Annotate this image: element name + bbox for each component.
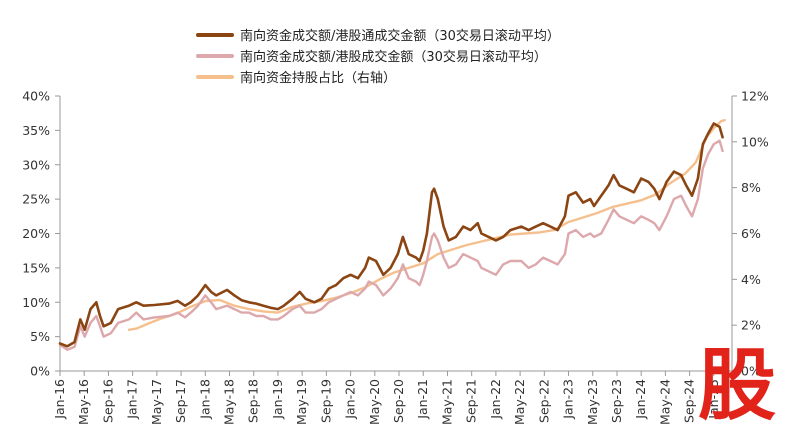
legend-label-series-3: 南向资金持股占比（右轴） bbox=[240, 71, 397, 86]
x-tick-label: May-20 bbox=[367, 379, 382, 425]
x-tick-label: Jan-16 bbox=[52, 379, 67, 420]
left-tick-label: 0% bbox=[30, 364, 50, 379]
legend-swatch-series-1 bbox=[196, 32, 234, 37]
right-tick-label: 8% bbox=[741, 180, 761, 195]
x-tick-label: Sep-17 bbox=[173, 379, 188, 423]
x-tick-label: Jan-21 bbox=[415, 379, 430, 420]
left-tick-label: 30% bbox=[22, 157, 50, 172]
x-tick-label: Jan-23 bbox=[561, 379, 576, 420]
legend-item-series-1: 南向资金成交额/港股通成交金额（30交易日滚动平均） bbox=[196, 24, 560, 45]
legend-swatch-series-2 bbox=[196, 53, 234, 58]
x-tick-label: Sep-22 bbox=[536, 379, 551, 423]
chart-axes bbox=[59, 96, 733, 372]
x-tick-label: May-22 bbox=[512, 379, 527, 425]
series-line-1 bbox=[58, 122, 724, 348]
x-tick-label: Sep-20 bbox=[391, 379, 406, 423]
chart-legend: 南向资金成交额/港股通成交金额（30交易日滚动平均） 南向资金成交额/港股成交金… bbox=[196, 24, 560, 87]
x-tick-label: Jan-24 bbox=[633, 379, 648, 420]
x-tick-label: May-18 bbox=[222, 379, 237, 425]
right-axis-ticks: 0% 2% 4% 6% 8% 10% 12% bbox=[732, 89, 769, 379]
x-tick-label: Sep-16 bbox=[100, 379, 115, 423]
left-tick-label: 25% bbox=[22, 192, 50, 207]
series-line-2 bbox=[58, 139, 724, 351]
legend-item-series-2: 南向资金成交额/港股成交金额（30交易日滚动平均） bbox=[196, 45, 560, 66]
x-tick-label: Sep-23 bbox=[609, 379, 624, 423]
left-tick-label: 20% bbox=[22, 226, 50, 241]
right-tick-label: 12% bbox=[741, 89, 769, 104]
legend-label-series-1: 南向资金成交额/港股通成交金额（30交易日滚动平均） bbox=[240, 29, 560, 44]
chart-series bbox=[58, 118, 726, 351]
x-tick-label: May-16 bbox=[76, 379, 91, 425]
left-axis-ticks: 0% 5% 10% 15% 20% 25% 30% 35% 40% bbox=[22, 89, 60, 379]
left-tick-label: 10% bbox=[22, 295, 50, 310]
x-tick-label: Jan-19 bbox=[270, 379, 285, 420]
x-axis-ticks: Jan-16 May-16 Sep-16 Jan-17 May-17 Sep-17 Jan-… bbox=[52, 371, 721, 425]
brand-watermark: 股 bbox=[697, 341, 776, 431]
x-tick-label: Jan-20 bbox=[343, 379, 358, 420]
right-tick-label: 0% bbox=[741, 364, 761, 379]
x-tick-label: Jan-22 bbox=[488, 379, 503, 420]
right-tick-label: 10% bbox=[741, 134, 769, 149]
right-tick-label: 4% bbox=[741, 272, 761, 287]
right-tick-label: 6% bbox=[741, 226, 761, 241]
series-line-3 bbox=[127, 118, 726, 331]
legend-swatch-series-3 bbox=[196, 74, 234, 79]
legend-label-series-2: 南向资金成交额/港股成交金额（30交易日滚动平均） bbox=[240, 50, 547, 65]
x-tick-label: Sep-24 bbox=[682, 379, 697, 423]
right-tick-label: 2% bbox=[741, 318, 761, 333]
x-tick-label: Jan-25 bbox=[706, 379, 721, 420]
left-tick-label: 15% bbox=[22, 260, 50, 275]
x-tick-label: Sep-18 bbox=[246, 379, 261, 423]
x-tick-label: May-19 bbox=[294, 379, 309, 425]
x-tick-label: Jan-17 bbox=[125, 379, 140, 420]
x-tick-label: May-24 bbox=[657, 379, 672, 425]
left-tick-label: 5% bbox=[30, 329, 50, 344]
left-tick-label: 35% bbox=[22, 123, 50, 138]
legend-item-series-3: 南向资金持股占比（右轴） bbox=[196, 66, 560, 87]
left-tick-label: 40% bbox=[22, 89, 50, 104]
x-tick-label: Sep-19 bbox=[318, 379, 333, 423]
x-tick-label: Jan-18 bbox=[197, 379, 212, 420]
x-tick-label: May-17 bbox=[149, 379, 164, 425]
x-tick-label: May-23 bbox=[585, 379, 600, 425]
x-tick-label: Sep-21 bbox=[464, 379, 479, 423]
x-tick-label: May-21 bbox=[439, 379, 454, 425]
